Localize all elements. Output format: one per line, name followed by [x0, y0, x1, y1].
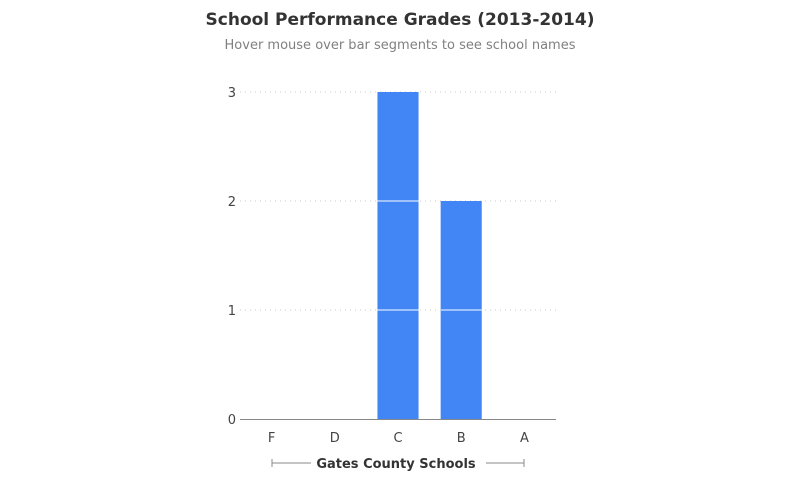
y-tick-label: 0 — [228, 413, 236, 428]
bar-segment[interactable] — [377, 92, 419, 201]
chart-title: School Performance Grades (2013-2014) — [205, 10, 595, 30]
bar-segment[interactable] — [377, 201, 419, 310]
x-axis-title: Gates County Schools — [316, 457, 476, 472]
bar-segment[interactable] — [440, 310, 482, 419]
y-axis-ticks: 0 1 2 3 — [228, 86, 236, 428]
x-tick-label: C — [393, 431, 402, 446]
bar-segment[interactable] — [377, 310, 419, 419]
chart-subtitle: Hover mouse over bar segments to see sch… — [224, 38, 576, 53]
x-tick-label: A — [520, 431, 529, 446]
y-tick-label: 3 — [228, 86, 236, 101]
y-tick-label: 2 — [228, 195, 236, 210]
x-tick-label: D — [330, 431, 340, 446]
bar-segment[interactable] — [440, 201, 482, 310]
x-axis-title-group: Gates County Schools — [271, 457, 525, 472]
y-tick-label: 1 — [228, 304, 236, 319]
x-tick-label: B — [457, 431, 466, 446]
x-tick-label: F — [268, 431, 275, 446]
bars — [377, 92, 482, 419]
